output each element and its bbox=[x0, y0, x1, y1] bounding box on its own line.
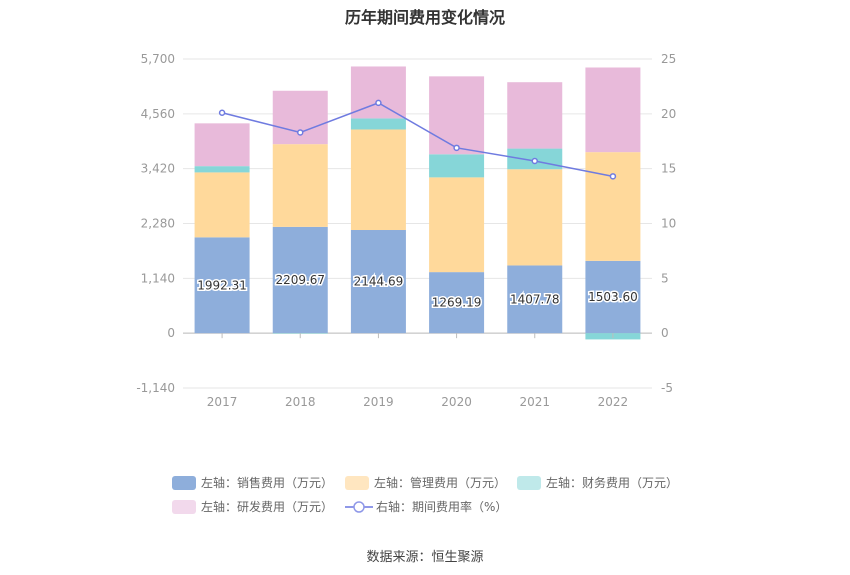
left-axis-tick-label: -1,140 bbox=[136, 381, 175, 395]
rate-point bbox=[375, 99, 382, 107]
rate-point bbox=[297, 129, 304, 136]
bar-segment bbox=[272, 226, 328, 334]
chart-title: 历年期间费用变化情况 bbox=[344, 8, 505, 27]
x-axis-tick-label: 2019 bbox=[363, 395, 394, 409]
left-axis-tick-label: 2,280 bbox=[141, 217, 175, 231]
legend-label-admin: 左轴：管理费用（万元） bbox=[374, 476, 507, 490]
bar-segment bbox=[429, 272, 485, 334]
x-axis-tick-label: 2022 bbox=[598, 395, 629, 409]
bar-segment bbox=[272, 90, 328, 145]
bar-segment bbox=[507, 169, 563, 266]
bar-segment bbox=[585, 67, 641, 153]
left-axis-tick-label: 4,560 bbox=[141, 107, 175, 121]
bar-segment bbox=[350, 129, 406, 231]
left-axis-tick-label: 0 bbox=[167, 326, 175, 340]
right-axis-tick-label: 20 bbox=[661, 107, 676, 121]
bar-segment bbox=[507, 82, 563, 149]
legend-swatch-finance bbox=[517, 475, 541, 490]
data-label: 1269.19 bbox=[432, 296, 482, 310]
right-axis-tick-label: 25 bbox=[661, 52, 676, 66]
x-axis-tick-label: 2018 bbox=[285, 395, 316, 409]
bar-segment bbox=[585, 260, 641, 334]
bar-segment bbox=[350, 118, 406, 130]
legend-item-rnd[interactable]: 左轴：研发费用（万元） bbox=[172, 498, 333, 515]
bar-segment bbox=[194, 123, 250, 167]
left-axis-tick-label: 5,700 bbox=[141, 52, 175, 66]
bar-segment bbox=[350, 230, 406, 334]
rate-point bbox=[531, 157, 538, 165]
right-axis-tick-label: -5 bbox=[661, 381, 673, 395]
bar-segment bbox=[194, 166, 250, 173]
x-axis-tick-label: 2020 bbox=[441, 395, 472, 409]
legend-item-rate[interactable]: 右轴：期间费用率（%） bbox=[345, 498, 507, 515]
right-axis-tick-label: 15 bbox=[661, 162, 676, 176]
legend-swatch-sales bbox=[172, 475, 196, 490]
data-label: 1992.31 bbox=[197, 278, 247, 292]
rate-point bbox=[609, 173, 617, 180]
data-source: 数据来源：恒生聚源 bbox=[366, 550, 484, 565]
legend-swatch-admin bbox=[345, 475, 369, 490]
legend-item-admin[interactable]: 左轴：管理费用（万元） bbox=[345, 474, 506, 491]
bar-segment bbox=[585, 152, 641, 261]
bar-segment bbox=[429, 76, 485, 155]
right-axis-tick-label: 10 bbox=[661, 217, 676, 231]
x-axis-tick-label: 2017 bbox=[207, 395, 238, 409]
legend-label-sales: 左轴：销售费用（万元） bbox=[201, 476, 334, 490]
legend-item-finance[interactable]: 左轴：财务费用（万元） bbox=[517, 474, 678, 491]
right-axis-tick-label: 5 bbox=[661, 271, 669, 285]
data-label: 1407.78 bbox=[510, 292, 560, 306]
bar-segment bbox=[194, 172, 250, 238]
rate-point bbox=[218, 109, 226, 116]
data-label: 2209.67 bbox=[275, 273, 325, 287]
legend-swatch-rnd bbox=[172, 499, 196, 514]
left-axis-tick-label: 3,420 bbox=[141, 162, 175, 176]
legend-item-sales[interactable]: 左轴：销售费用（万元） bbox=[172, 474, 333, 491]
x-axis-tick-label: 2021 bbox=[519, 395, 550, 409]
left-axis-tick-label: 1,140 bbox=[141, 271, 175, 285]
right-axis-tick-label: 0 bbox=[661, 326, 669, 340]
legend-swatch-rate bbox=[345, 500, 373, 514]
data-label: 2144.69 bbox=[354, 275, 404, 289]
legend-label-rate: 右轴：期间费用率（%） bbox=[376, 500, 508, 514]
rate-line bbox=[221, 102, 614, 178]
bar-segment bbox=[194, 237, 250, 334]
data-label: 1503.60 bbox=[588, 290, 638, 304]
legend-label-rnd: 左轴：研发费用（万元） bbox=[201, 500, 334, 514]
bar-segment bbox=[272, 144, 328, 227]
bar-segment bbox=[429, 154, 485, 178]
bar-segment bbox=[429, 177, 485, 273]
legend-label-finance: 左轴：财务费用（万元） bbox=[546, 476, 679, 490]
bar-segment bbox=[507, 265, 563, 334]
rate-point bbox=[453, 144, 460, 152]
